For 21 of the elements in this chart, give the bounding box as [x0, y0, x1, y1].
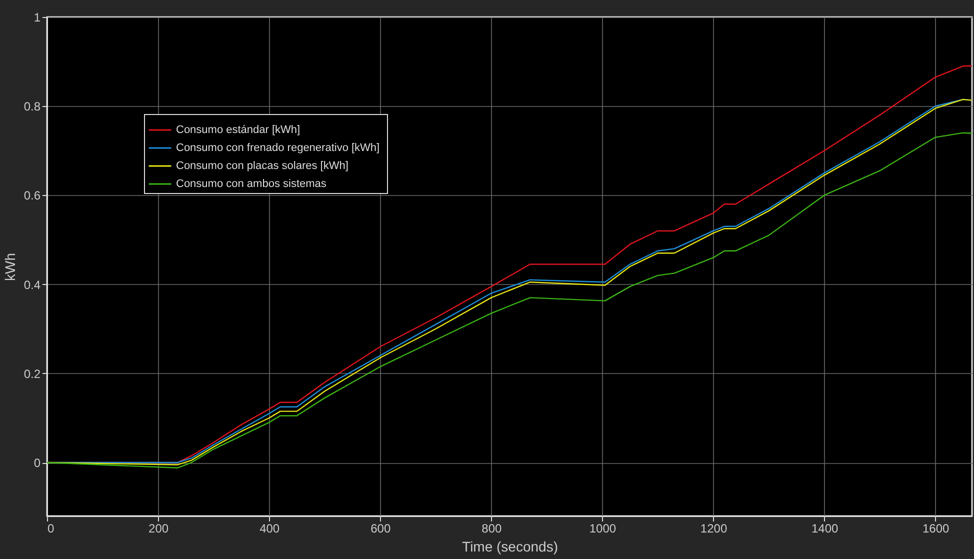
x-tick-label: 0 [48, 522, 54, 536]
x-tick-label: 1200 [700, 522, 728, 536]
legend-label: Consumo estándar [kWh] [176, 124, 300, 136]
x-axis-title: Time (seconds) [462, 538, 558, 554]
y-tick-label: 1 [34, 10, 41, 24]
x-tick-label: 600 [370, 522, 391, 536]
x-tick-label: 1600 [922, 522, 950, 536]
y-tick-label: 0 [34, 456, 41, 470]
legend-label: Consumo con placas solares [kWh] [176, 160, 348, 172]
x-tick-label: 1400 [811, 522, 838, 536]
x-tick-label: 1000 [589, 522, 616, 536]
y-axis-title: kWh [2, 253, 18, 281]
legend-label: Consumo con ambos sistemas [176, 178, 327, 190]
y-tick-label: 0.6 [24, 188, 41, 203]
legend-label: Consumo con frenado regenerativo [kWh] [176, 142, 380, 154]
y-tick-label: 0.8 [24, 100, 41, 114]
x-tick-label: 400 [260, 522, 280, 536]
x-tick-label: 800 [482, 522, 502, 536]
x-tick-label: 200 [148, 522, 169, 536]
y-tick-label: 0.2 [24, 366, 41, 381]
y-tick-label: 0.4 [24, 278, 41, 292]
